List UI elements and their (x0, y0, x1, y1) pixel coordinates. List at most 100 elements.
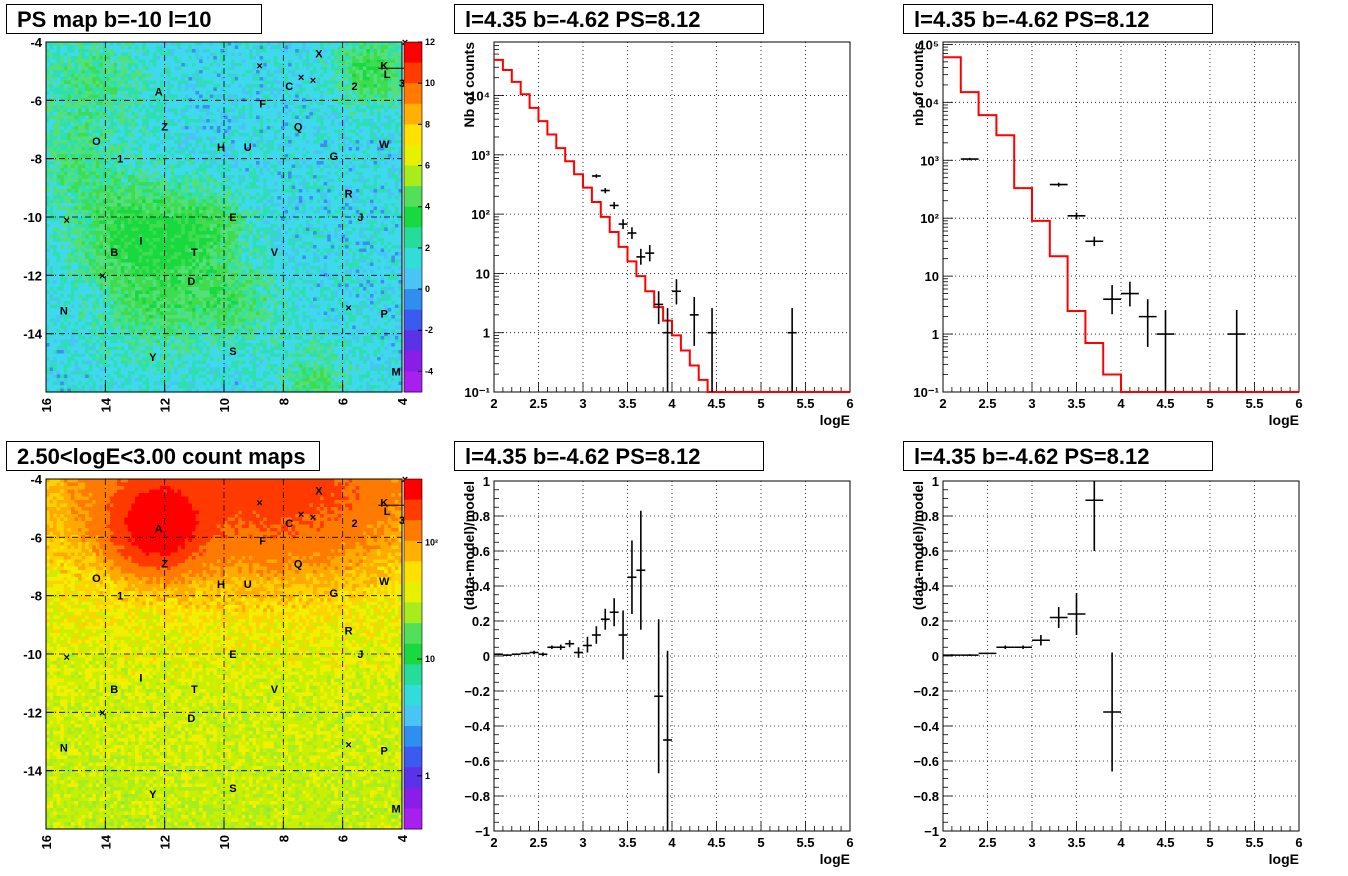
data-point (618, 219, 628, 230)
res_left-ytick-label: −0.6 (464, 754, 490, 769)
colorbar-label: 2 (425, 243, 430, 253)
spec_right-ytick-label: 10² (920, 211, 939, 226)
colorbar-swatch (404, 289, 422, 311)
count_map-ytick-label: -4 (30, 472, 42, 487)
source-cross: × (99, 270, 105, 282)
spec_right-ytick-label: 10 (925, 269, 939, 284)
count_map-xtick-label: 10 (217, 835, 232, 849)
colorbar-swatch (404, 83, 422, 105)
residual-point (654, 619, 664, 774)
residual-point (583, 636, 592, 653)
spec_right-ylabel: nb of counts (910, 42, 926, 126)
res-right-title: l=4.35 b=-4.62 PS=8.12 (903, 441, 1213, 471)
residual-point (547, 645, 557, 649)
colorbar-frame (403, 478, 423, 830)
colorbar-swatch (404, 746, 422, 768)
res_left-ytick-label: 0 (483, 649, 490, 664)
source-label: Y (149, 352, 157, 364)
res_left-xlabel: logE (820, 851, 850, 867)
residual-point (600, 608, 610, 630)
count_map-ytick-label: -8 (30, 589, 42, 604)
count_map-xtick-label: 8 (276, 835, 291, 842)
colorbar-swatch (404, 186, 422, 208)
source-label: O (92, 136, 101, 148)
colorbar-label: 10 (425, 654, 435, 664)
residual-point (609, 598, 619, 627)
source-label: O (92, 573, 101, 585)
data-point (609, 202, 619, 210)
residual-point (960, 654, 979, 656)
res_right-ytick-label: 0.2 (921, 614, 939, 629)
colorbar-frame (403, 41, 423, 393)
source-label: H (217, 142, 225, 154)
source-label: X (315, 49, 323, 61)
source-label: D (187, 276, 195, 288)
colorbar-swatch (404, 247, 422, 269)
ps_map-ytick-label: -10 (23, 210, 42, 225)
res_right-ytick-label: −0.8 (913, 789, 939, 804)
res_right-ytick-label: −0.2 (913, 684, 939, 699)
colorbar-swatch (404, 561, 422, 583)
data-point (689, 297, 699, 346)
residual-point (636, 510, 646, 630)
data-point (1067, 212, 1086, 220)
residual-point (520, 652, 530, 655)
res_right-xtick-label: 4.5 (1156, 835, 1174, 850)
source-label: X (315, 486, 323, 498)
res_left-xtick-label: 5.5 (796, 835, 814, 850)
source-label: B (110, 684, 118, 696)
res_left-ylabel: (data-model)/model (461, 481, 477, 610)
ps_map-xtick-label: 8 (276, 398, 291, 405)
source-label: U (244, 142, 252, 154)
colorbar-swatch (404, 371, 422, 393)
source-label: N (60, 305, 68, 317)
source-label: C (285, 81, 293, 93)
colorbar-label: -4 (425, 366, 433, 376)
colorbar-label: 10 (425, 78, 435, 88)
ps_map-ytick-label: -4 (30, 35, 42, 50)
colorbar-swatch (404, 540, 422, 562)
data-point (654, 291, 664, 325)
ps_map-xtick-label: 10 (217, 398, 232, 412)
colorbar-swatch (404, 581, 422, 604)
spec_right-xtick-label: 4 (1117, 396, 1125, 411)
count_map-xtick-label: 6 (336, 835, 351, 842)
count_map-ytick-label: -10 (23, 647, 42, 662)
count_map-colorbar: 10² 10 1 (403, 478, 438, 830)
data-point (960, 157, 979, 161)
colorbar-swatch (404, 499, 422, 521)
source-cross: × (298, 72, 304, 84)
source-label: 1 (117, 154, 123, 166)
count_map-panel: 16 14 12 10 8 6 4 -4 -6 -8 -10 -12 -14 X KL3 2 C A F Z Q O H U W… (23, 472, 438, 849)
source-label: Y (149, 789, 157, 801)
residual-point (978, 652, 997, 655)
res_left-xtick-label: 3 (579, 835, 586, 850)
source-label: Z (161, 122, 168, 134)
spec_left-ytick-label: 10³ (471, 148, 490, 163)
source-label: W (379, 139, 390, 151)
residual-point (1103, 652, 1121, 772)
colorbar-swatch (404, 684, 422, 706)
source-label: S (229, 346, 236, 358)
data-point (672, 279, 681, 305)
source-label: T (191, 684, 198, 696)
colorbar-swatch (404, 103, 422, 125)
res_left-ytick-label: −0.2 (464, 684, 490, 699)
res_left-ytick-label: 0.8 (472, 509, 490, 524)
count_map-ytick-label: -12 (23, 705, 42, 720)
source-label: V (271, 684, 279, 696)
spec_left-xtick-label: 3 (579, 396, 586, 411)
spec_left-xtick-label: 4 (668, 396, 676, 411)
residual-point (538, 652, 548, 656)
spec_left-xtick-label: 2.5 (529, 396, 547, 411)
source-cross: × (64, 652, 70, 664)
spec_left-xtick-label: 2 (490, 396, 497, 411)
source-label: I (139, 235, 142, 247)
count-map-title: 2.50<logE<3.00 count maps (6, 441, 320, 471)
spec_right-ytick-label: 1 (932, 327, 939, 342)
spec_left-ytick-label: 10⁻¹ (464, 385, 490, 400)
count_map-xtick-label: 4 (395, 834, 410, 842)
source-cross: × (64, 215, 70, 227)
residual-point (529, 650, 539, 655)
res_left-ytick-label: 1 (483, 474, 490, 489)
